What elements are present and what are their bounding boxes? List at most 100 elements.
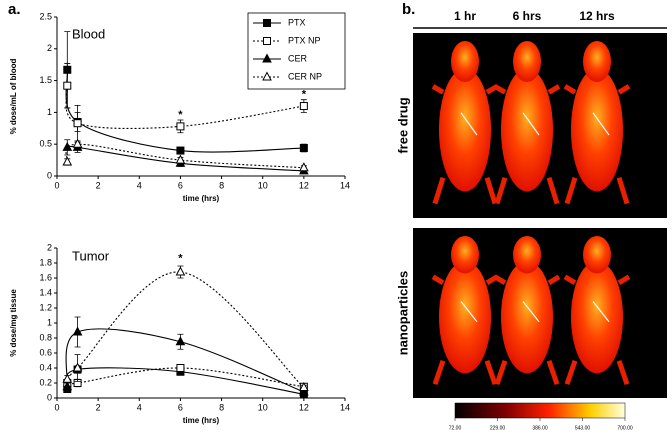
legend-label: CER NP [288, 71, 322, 81]
y-tick-label: 1.8 [39, 257, 52, 267]
colorbar-tick-label: 700.00 [617, 425, 633, 431]
mouse-head [451, 236, 479, 274]
mouse-head [583, 236, 611, 274]
y-axis-title: % dose/mL of blood [9, 58, 18, 134]
series-line [65, 271, 305, 388]
x-tick-label: 0 [54, 180, 59, 190]
x-tick-label: 0 [54, 402, 59, 412]
colorbar-tick-label: 543.00 [575, 425, 591, 431]
marker [175, 336, 186, 346]
mouse-body [571, 260, 623, 374]
marker [299, 162, 309, 172]
mouse-body [501, 68, 553, 192]
y-tick-label: 1 [47, 317, 52, 327]
x-tick-label: 8 [219, 402, 224, 412]
mouse-body [439, 68, 491, 192]
row-label: nanoparticles [395, 271, 410, 356]
x-tick-label: 12 [299, 180, 309, 190]
marker [299, 144, 308, 153]
row-label: free drug [395, 97, 410, 153]
y-tick-label: 2 [47, 242, 52, 252]
series-line [65, 367, 304, 395]
marker [175, 266, 186, 276]
marker [62, 156, 73, 166]
legend-marker [262, 53, 272, 63]
series-line [65, 328, 305, 393]
marker [176, 122, 185, 131]
marker [299, 386, 309, 396]
x-tick-label: 12 [299, 402, 309, 412]
y-tick-label: 1.4 [39, 287, 52, 297]
marker [62, 141, 73, 151]
column-header: 12 hrs [579, 9, 615, 23]
y-tick-label: 0.8 [39, 332, 52, 342]
marker [62, 373, 73, 383]
x-axis-title: time (hrs) [183, 416, 220, 425]
mouse-legs [493, 84, 561, 205]
y-tick-label: 2.5 [39, 11, 52, 21]
legend-label: PTX NP [288, 35, 321, 45]
arrow [460, 112, 478, 136]
colorbar-tick-label: 72.00 [449, 425, 462, 431]
colorbar [454, 402, 626, 419]
chart-title: Blood [72, 26, 105, 41]
marker [73, 119, 82, 128]
marker [62, 381, 73, 391]
column-header: 6 hrs [513, 9, 542, 23]
legend-marker [263, 37, 271, 45]
panel-label: a. [8, 1, 21, 18]
y-tick-label: 0.5 [39, 139, 52, 149]
series-line [65, 143, 304, 169]
y-tick-label: 0.4 [39, 362, 52, 372]
marker [72, 138, 83, 148]
x-tick-label: 10 [258, 402, 268, 412]
mouse-head [583, 41, 611, 83]
mouse-legs [431, 84, 499, 205]
marker [63, 81, 72, 90]
mouse-legs [493, 274, 561, 386]
marker [175, 154, 186, 164]
y-tick-label: 0.6 [39, 347, 52, 357]
arrow [522, 301, 540, 323]
x-tick-label: 14 [340, 402, 350, 412]
legend-label: CER [288, 53, 308, 63]
mouse-legs [431, 274, 499, 386]
y-tick-label: 1.2 [39, 302, 52, 312]
annotation: * [178, 109, 183, 121]
y-tick-label: 1.5 [39, 75, 52, 85]
arrow [592, 301, 610, 323]
mouse-head [513, 41, 541, 83]
arrow [460, 301, 478, 323]
y-axis-title: % dose/mg tissue [9, 289, 18, 357]
y-tick-label: 1.6 [39, 272, 52, 282]
marker [176, 146, 185, 155]
x-tick-label: 4 [137, 180, 142, 190]
x-axis-title: time (hrs) [183, 194, 220, 203]
series-line [65, 69, 304, 153]
mouse-legs [563, 274, 631, 386]
marker [72, 362, 83, 372]
colorbar-tick-label: 229.00 [490, 425, 506, 431]
y-tick-label: 2 [47, 43, 52, 53]
annotation: * [178, 252, 183, 264]
panel-label: b. [402, 1, 415, 18]
annotation: * [302, 88, 307, 100]
legend-label: PTX [288, 17, 306, 27]
x-tick-label: 2 [96, 402, 101, 412]
marker [72, 326, 83, 336]
y-tick-label: 0 [47, 170, 52, 180]
x-tick-label: 6 [178, 402, 183, 412]
x-tick-label: 14 [340, 180, 350, 190]
marker [299, 381, 309, 391]
marker [299, 102, 308, 111]
arrow [522, 112, 540, 136]
mouse-body [571, 68, 623, 192]
x-tick-label: 10 [258, 180, 268, 190]
chart-title: Tumor [72, 248, 110, 263]
y-tick-label: 1 [47, 107, 52, 117]
mouse-body [501, 260, 553, 374]
mouse-head [513, 236, 541, 274]
y-tick-label: 0 [47, 392, 52, 402]
